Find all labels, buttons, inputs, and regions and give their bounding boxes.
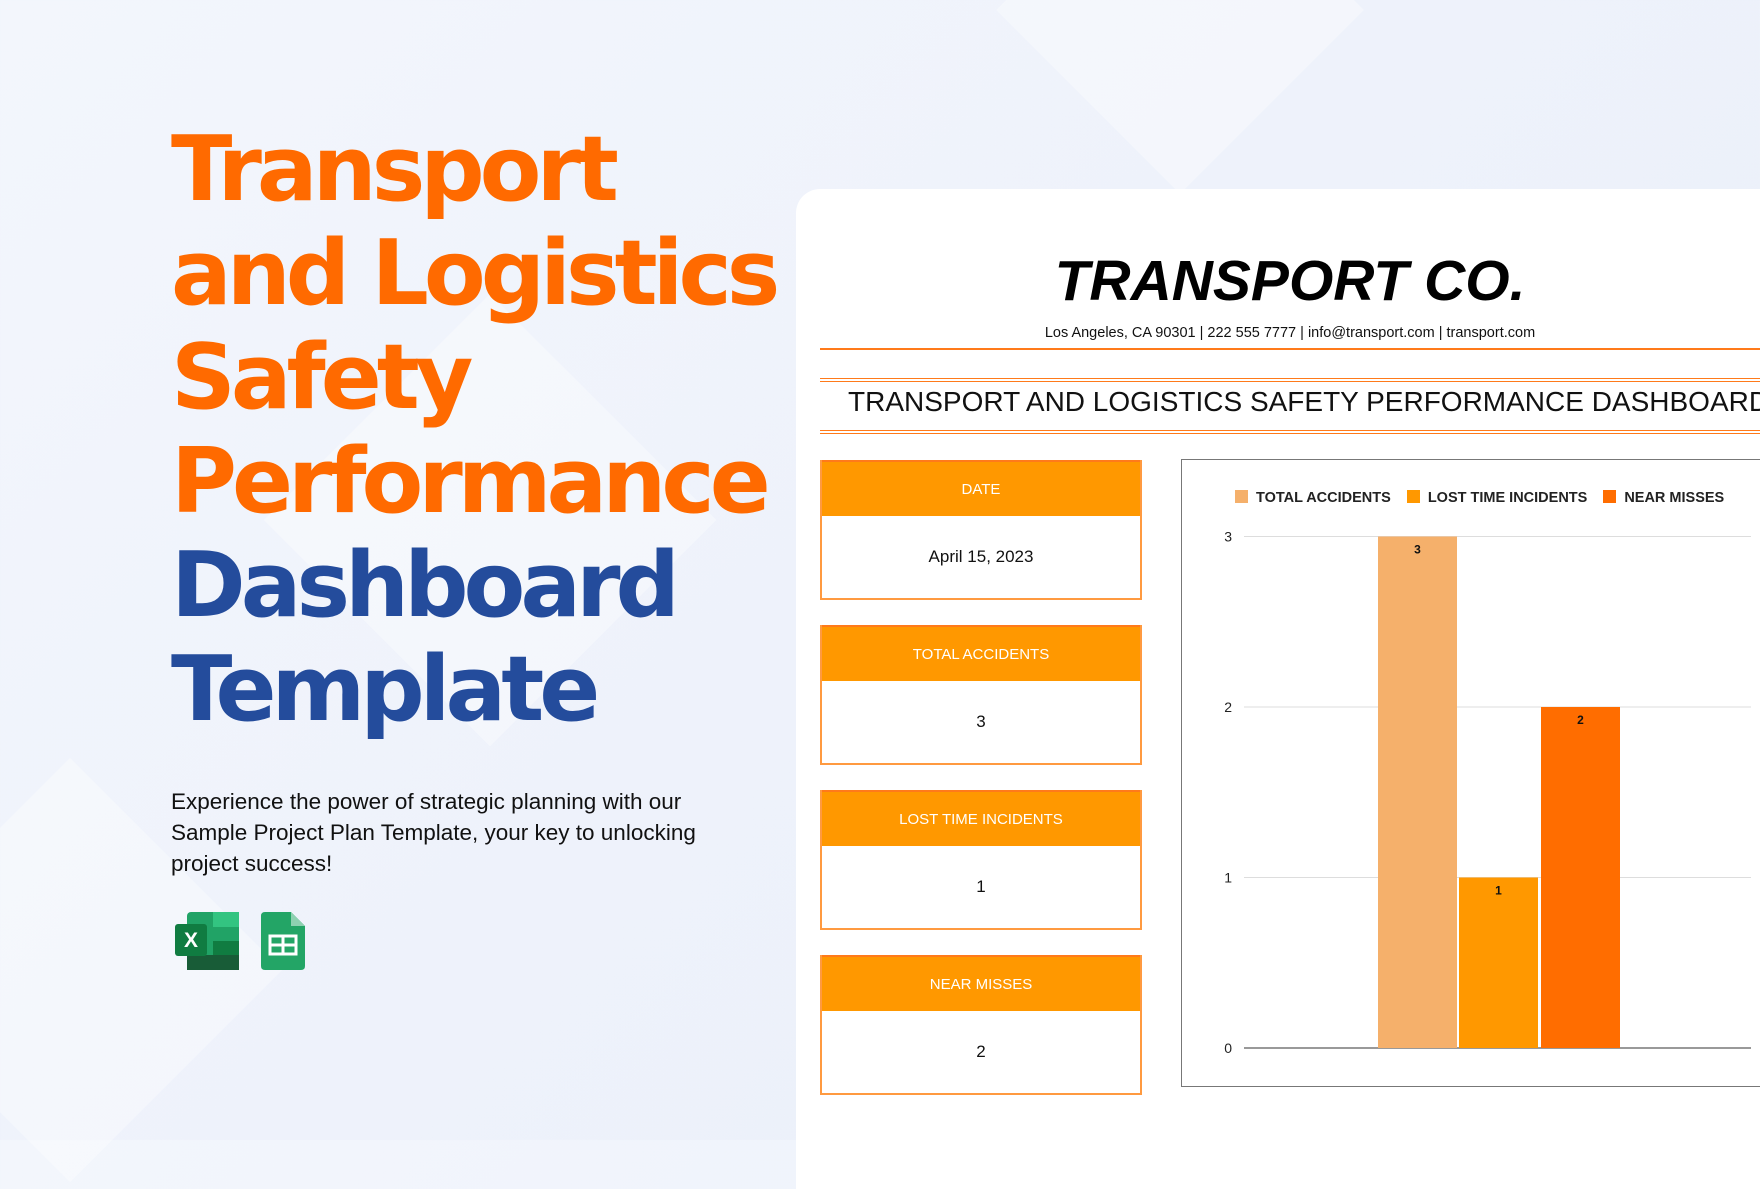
- legend-label: NEAR MISSES: [1624, 490, 1725, 506]
- kpi-near-misses: NEAR MISSES 2: [820, 955, 1142, 1095]
- legend-item: TOTAL ACCIDENTS: [1235, 490, 1391, 506]
- data-label: 2: [1577, 713, 1584, 727]
- kpi-date: DATE April 15, 2023: [820, 460, 1142, 600]
- divider: [820, 381, 1760, 382]
- legend-item: NEAR MISSES: [1603, 490, 1724, 506]
- dashboard-title: TRANSPORT AND LOGISTICS SAFETY PERFORMAN…: [848, 386, 1760, 417]
- chart-legend: TOTAL ACCIDENTS LOST TIME INCIDENTS NEAR…: [1235, 490, 1724, 506]
- hero-title-line: Transport: [171, 117, 619, 222]
- bar-chart: 0 1 2 3 3 1 2: [1224, 529, 1751, 1056]
- kpi-label: DATE: [822, 460, 1140, 516]
- divider: [820, 433, 1760, 434]
- y-tick-label: 0: [1224, 1040, 1232, 1056]
- company-name: TRANSPORT CO.: [1054, 249, 1526, 313]
- kpi-total-accidents: TOTAL ACCIDENTS 3: [820, 625, 1142, 765]
- hero-title-line: Template: [171, 637, 600, 742]
- y-tick-label: 1: [1224, 870, 1232, 886]
- hero-title-line: Dashboard: [171, 533, 680, 638]
- kpi-value: 1: [976, 877, 986, 896]
- excel-icon: X: [175, 912, 239, 970]
- divider: [820, 348, 1760, 350]
- data-label: 1: [1495, 884, 1502, 898]
- legend-item: LOST TIME INCIDENTS: [1406, 490, 1588, 506]
- hero-title-line: Safety: [171, 325, 473, 430]
- legend-swatch: [1603, 490, 1617, 503]
- google-sheets-icon: [261, 912, 305, 970]
- svg-text:X: X: [184, 929, 198, 952]
- kpi-value: 3: [976, 712, 986, 731]
- data-label: 3: [1414, 543, 1421, 557]
- kpi-value: April 15, 2023: [928, 547, 1034, 566]
- bar: [1378, 536, 1457, 1048]
- background-shape: [996, 0, 1364, 194]
- kpi-label: LOST TIME INCIDENTS: [822, 790, 1140, 846]
- kpi-label: TOTAL ACCIDENTS: [822, 625, 1140, 681]
- kpi-lost-time-incidents: LOST TIME INCIDENTS 1: [820, 790, 1142, 930]
- hero-description: Experience the power of strategic planni…: [171, 789, 696, 876]
- hero-title: Transport and Logistics Safety Performan…: [171, 117, 780, 742]
- kpi-value: 2: [976, 1042, 986, 1061]
- legend-swatch: [1406, 490, 1420, 503]
- bar: [1459, 877, 1538, 1048]
- divider: [820, 430, 1760, 431]
- hero-title-line: and Logistics: [171, 221, 780, 326]
- bar: [1541, 707, 1620, 1048]
- hero-title-line: Performance: [171, 429, 771, 534]
- divider: [820, 378, 1760, 379]
- y-tick-label: 2: [1224, 699, 1232, 715]
- company-address: Los Angeles, CA 90301 | 222 555 7777 | i…: [1044, 325, 1536, 341]
- kpi-label: NEAR MISSES: [822, 955, 1140, 1011]
- legend-label: LOST TIME INCIDENTS: [1427, 490, 1588, 506]
- legend-label: TOTAL ACCIDENTS: [1256, 490, 1391, 506]
- legend-swatch: [1235, 490, 1248, 503]
- y-tick-label: 3: [1224, 529, 1232, 545]
